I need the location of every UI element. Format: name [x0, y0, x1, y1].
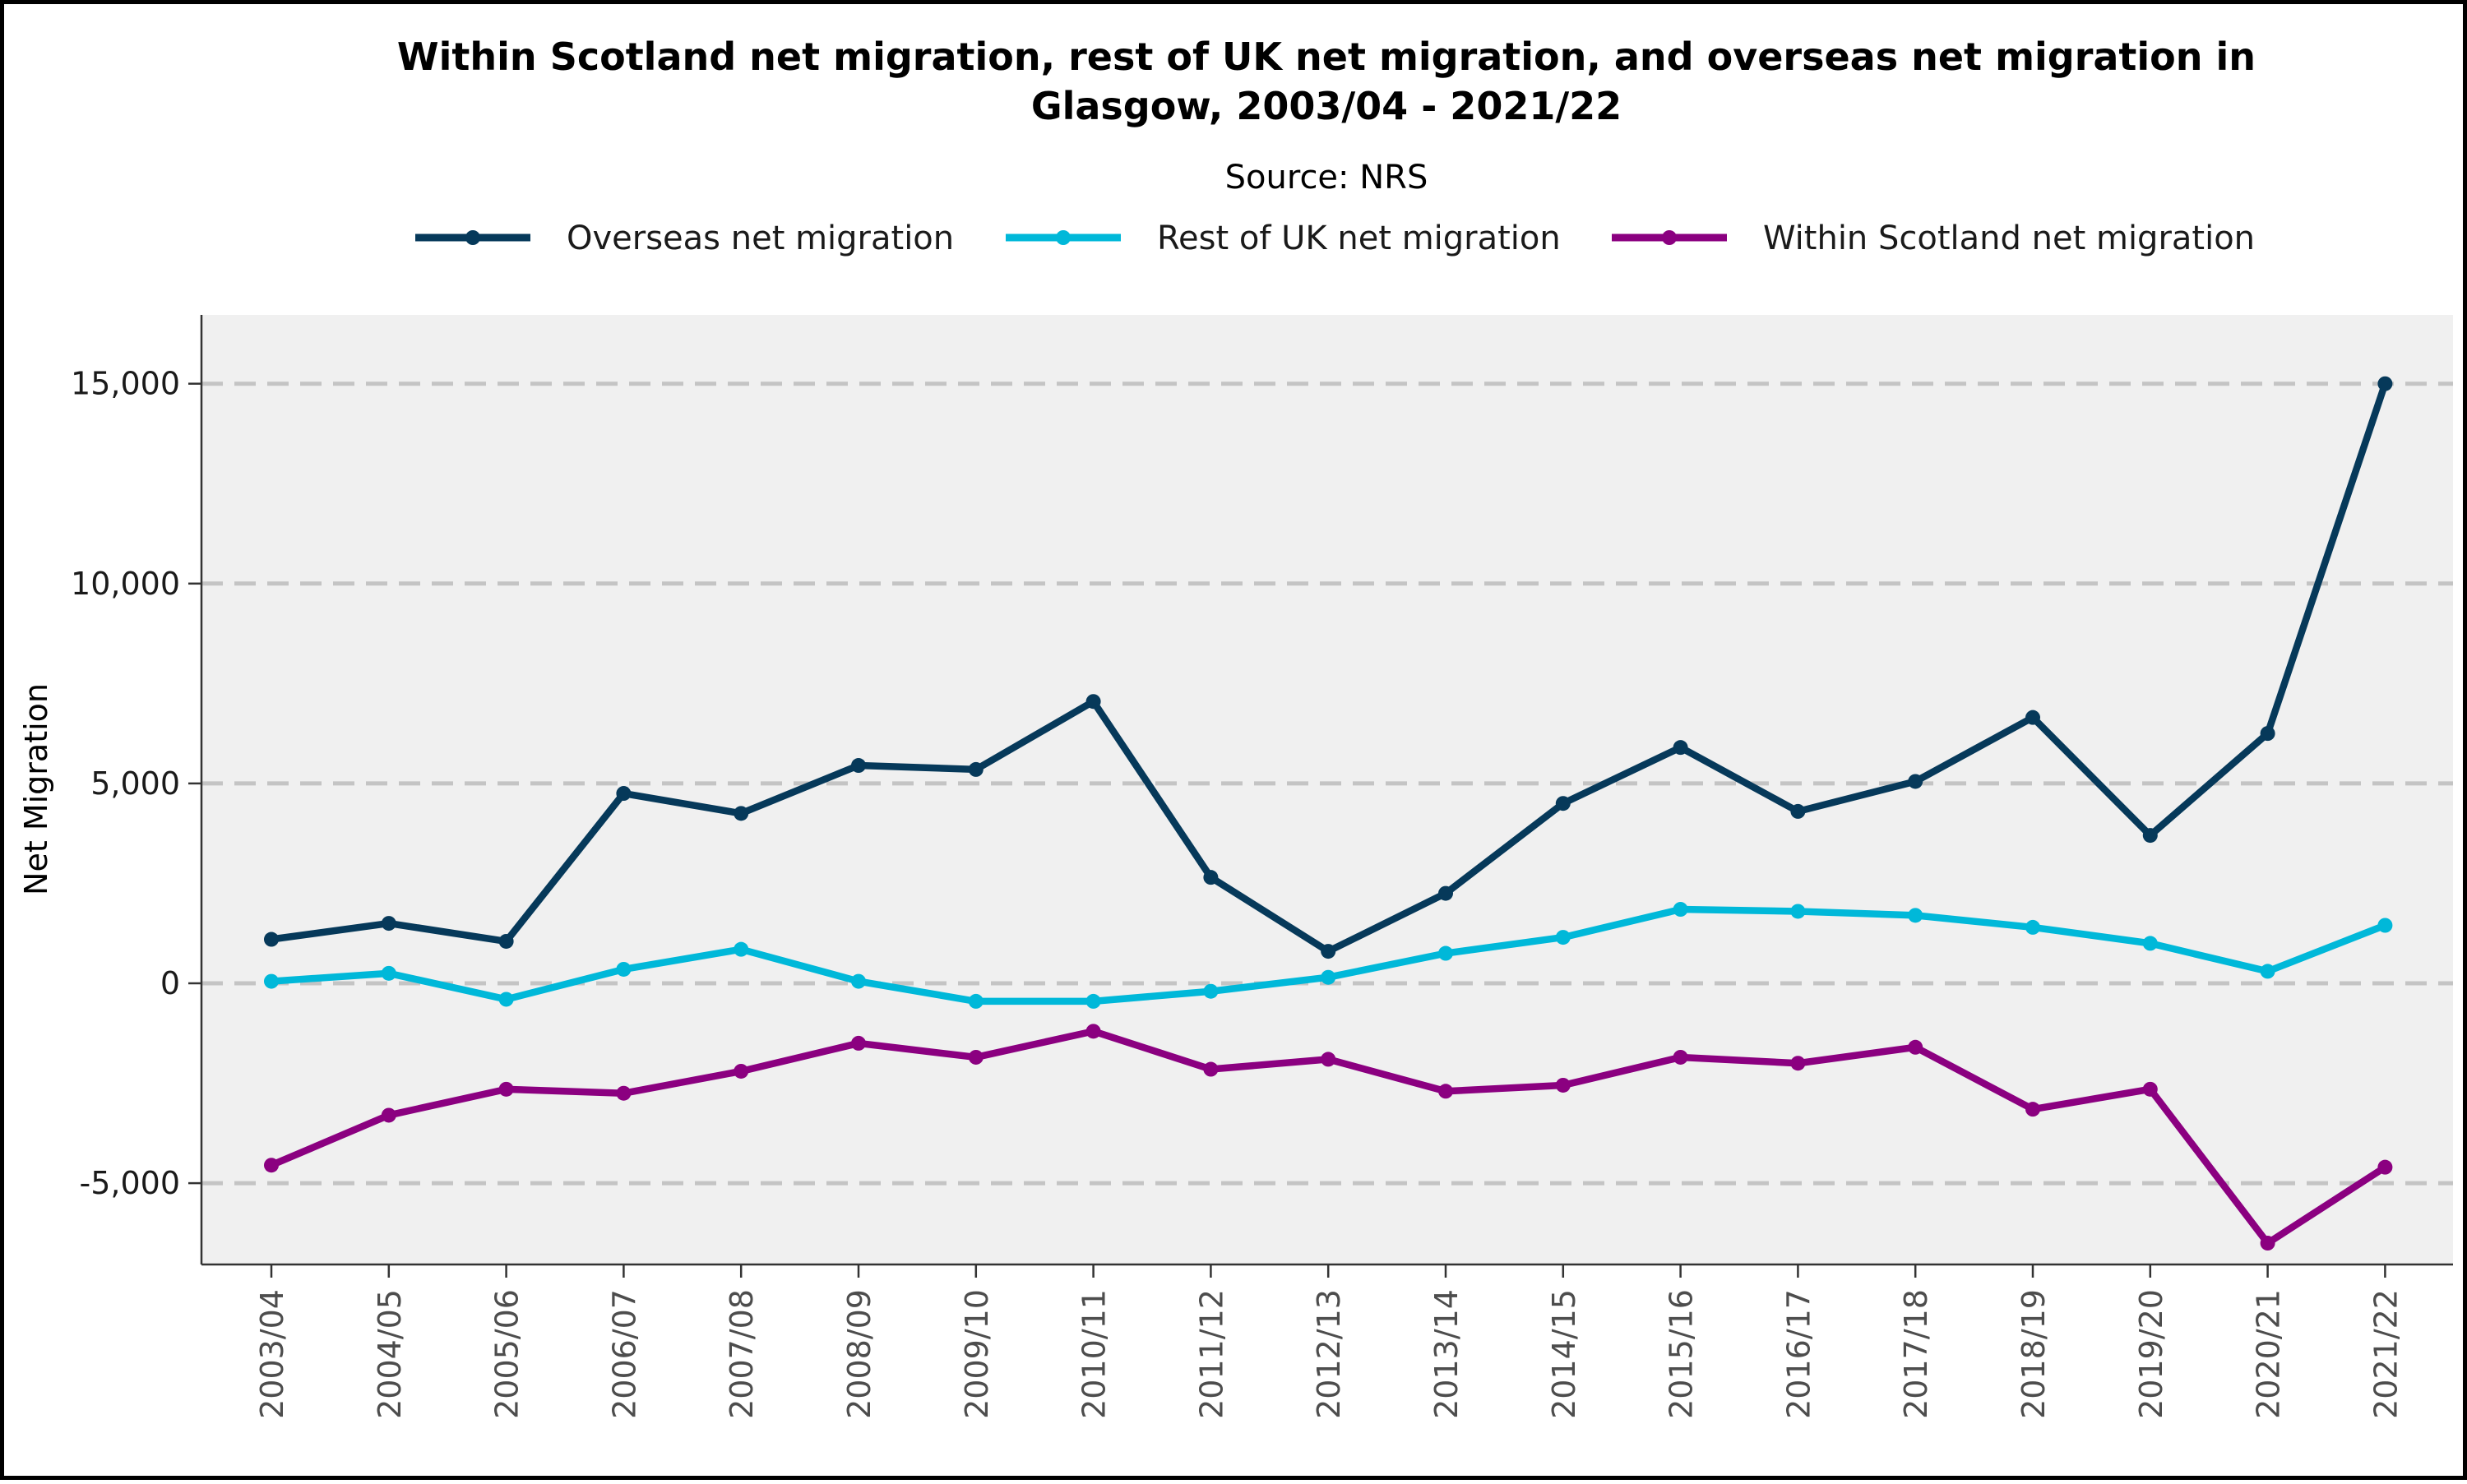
- data-point-overseas-net-migration: [1203, 870, 1219, 885]
- data-point-within-scotland-net-migration: [1555, 1077, 1571, 1093]
- data-point-rest-of-uk-net-migration: [616, 961, 632, 977]
- x-tick-label: 2004/05: [372, 1289, 408, 1419]
- x-tick-label: 2015/16: [1664, 1289, 1700, 1419]
- x-tick-label: 2006/07: [606, 1289, 642, 1419]
- y-axis-title: Net Migration: [18, 683, 54, 895]
- x-tick-label: 2021/22: [2367, 1289, 2404, 1419]
- data-point-within-scotland-net-migration: [1321, 1052, 1336, 1067]
- data-point-rest-of-uk-net-migration: [2377, 918, 2393, 933]
- legend-label: Rest of UK net migration: [1157, 220, 1561, 257]
- chart-title-line-2: Glasgow, 2003/04 - 2021/22: [1031, 84, 1622, 128]
- data-point-overseas-net-migration: [264, 932, 279, 947]
- data-point-within-scotland-net-migration: [1085, 1024, 1101, 1039]
- x-tick-label: 2005/06: [489, 1289, 525, 1419]
- data-point-rest-of-uk-net-migration: [968, 993, 984, 1009]
- x-tick-label: 2007/08: [724, 1289, 760, 1419]
- data-point-within-scotland-net-migration: [1438, 1084, 1453, 1099]
- data-point-rest-of-uk-net-migration: [1555, 930, 1571, 945]
- data-point-overseas-net-migration: [381, 916, 396, 932]
- y-tick-label: 10,000: [71, 566, 180, 602]
- x-tick-label: 2003/04: [254, 1289, 290, 1419]
- plot-background: [201, 315, 2453, 1264]
- legend-swatch-point: [465, 230, 480, 245]
- data-point-within-scotland-net-migration: [2377, 1159, 2393, 1175]
- data-point-overseas-net-migration: [498, 933, 514, 949]
- data-point-within-scotland-net-migration: [381, 1107, 396, 1123]
- x-tick-label: 2009/10: [959, 1289, 995, 1419]
- data-point-within-scotland-net-migration: [616, 1085, 632, 1101]
- data-point-overseas-net-migration: [851, 758, 866, 774]
- x-tick-label: 2014/15: [1546, 1289, 1582, 1419]
- data-point-rest-of-uk-net-migration: [1908, 908, 1923, 923]
- x-tick-label: 2011/12: [1193, 1289, 1229, 1419]
- data-point-rest-of-uk-net-migration: [381, 965, 396, 981]
- data-point-within-scotland-net-migration: [498, 1081, 514, 1097]
- legend-label: Within Scotland net migration: [1763, 220, 2255, 257]
- legend-swatch-point: [1662, 230, 1677, 245]
- data-point-within-scotland-net-migration: [2025, 1102, 2040, 1117]
- data-point-overseas-net-migration: [616, 786, 632, 802]
- data-point-within-scotland-net-migration: [851, 1035, 866, 1051]
- data-point-overseas-net-migration: [1790, 803, 1806, 819]
- series-group: [264, 376, 2393, 1251]
- x-tick-label: 2016/17: [1780, 1289, 1817, 1419]
- x-tick-label: 2019/20: [2133, 1289, 2169, 1419]
- data-point-within-scotland-net-migration: [1790, 1056, 1806, 1071]
- data-point-overseas-net-migration: [1438, 885, 1453, 901]
- data-point-rest-of-uk-net-migration: [1790, 904, 1806, 919]
- data-point-overseas-net-migration: [2142, 828, 2158, 844]
- data-point-rest-of-uk-net-migration: [2260, 964, 2275, 979]
- data-point-overseas-net-migration: [2025, 710, 2040, 725]
- data-point-within-scotland-net-migration: [1908, 1039, 1923, 1055]
- data-point-rest-of-uk-net-migration: [1203, 983, 1219, 999]
- data-point-overseas-net-migration: [1908, 774, 1923, 789]
- data-point-within-scotland-net-migration: [1673, 1049, 1688, 1065]
- data-point-overseas-net-migration: [1321, 944, 1336, 959]
- data-point-rest-of-uk-net-migration: [1438, 945, 1453, 961]
- y-tick-label: -5,000: [80, 1165, 181, 1201]
- data-point-within-scotland-net-migration: [1203, 1061, 1219, 1077]
- data-point-rest-of-uk-net-migration: [2025, 919, 2040, 935]
- data-point-rest-of-uk-net-migration: [264, 973, 279, 989]
- data-point-rest-of-uk-net-migration: [1085, 993, 1101, 1009]
- x-tick-label: 2020/21: [2251, 1289, 2287, 1419]
- chart-subtitle: Source: NRS: [1225, 159, 1428, 196]
- line-chart: Within Scotland net migration, rest of U…: [18, 35, 2453, 1419]
- data-point-overseas-net-migration: [1085, 694, 1101, 710]
- x-tick-label: 2012/13: [1311, 1289, 1347, 1419]
- legend: Overseas net migration Rest of UK net mig…: [415, 220, 2255, 257]
- y-tick-label: 5,000: [90, 765, 180, 802]
- data-point-rest-of-uk-net-migration: [2142, 936, 2158, 951]
- data-point-overseas-net-migration: [1555, 796, 1571, 811]
- data-point-overseas-net-migration: [734, 806, 749, 821]
- y-tick-label: 15,000: [71, 366, 180, 402]
- x-tick-label: 2017/18: [1898, 1289, 1934, 1419]
- data-point-within-scotland-net-migration: [264, 1158, 279, 1173]
- chart-title-line-1: Within Scotland net migration, rest of U…: [397, 35, 2256, 79]
- data-point-overseas-net-migration: [2377, 376, 2393, 391]
- x-tick-label: 2013/14: [1428, 1289, 1465, 1419]
- data-point-rest-of-uk-net-migration: [734, 941, 749, 957]
- data-point-overseas-net-migration: [968, 761, 984, 777]
- data-point-rest-of-uk-net-migration: [851, 973, 866, 989]
- data-point-within-scotland-net-migration: [968, 1049, 984, 1065]
- data-point-within-scotland-net-migration: [734, 1063, 749, 1079]
- legend-label: Overseas net migration: [567, 220, 954, 257]
- data-point-rest-of-uk-net-migration: [498, 992, 514, 1007]
- data-point-within-scotland-net-migration: [2142, 1081, 2158, 1097]
- x-tick-label: 2018/19: [2016, 1289, 2052, 1419]
- data-point-rest-of-uk-net-migration: [1321, 969, 1336, 985]
- data-point-overseas-net-migration: [2260, 726, 2275, 742]
- data-point-rest-of-uk-net-migration: [1673, 902, 1688, 918]
- legend-swatch-point: [1056, 230, 1071, 245]
- data-point-within-scotland-net-migration: [2260, 1236, 2275, 1251]
- y-tick-label: 0: [160, 965, 180, 1001]
- data-point-overseas-net-migration: [1673, 740, 1688, 756]
- x-tick-label: 2008/09: [841, 1289, 877, 1419]
- x-tick-label: 2010/11: [1076, 1289, 1113, 1419]
- axes: -5,000 0 5,000 10,000 15,000 2003/04 2004/05 20…: [71, 315, 2453, 1419]
